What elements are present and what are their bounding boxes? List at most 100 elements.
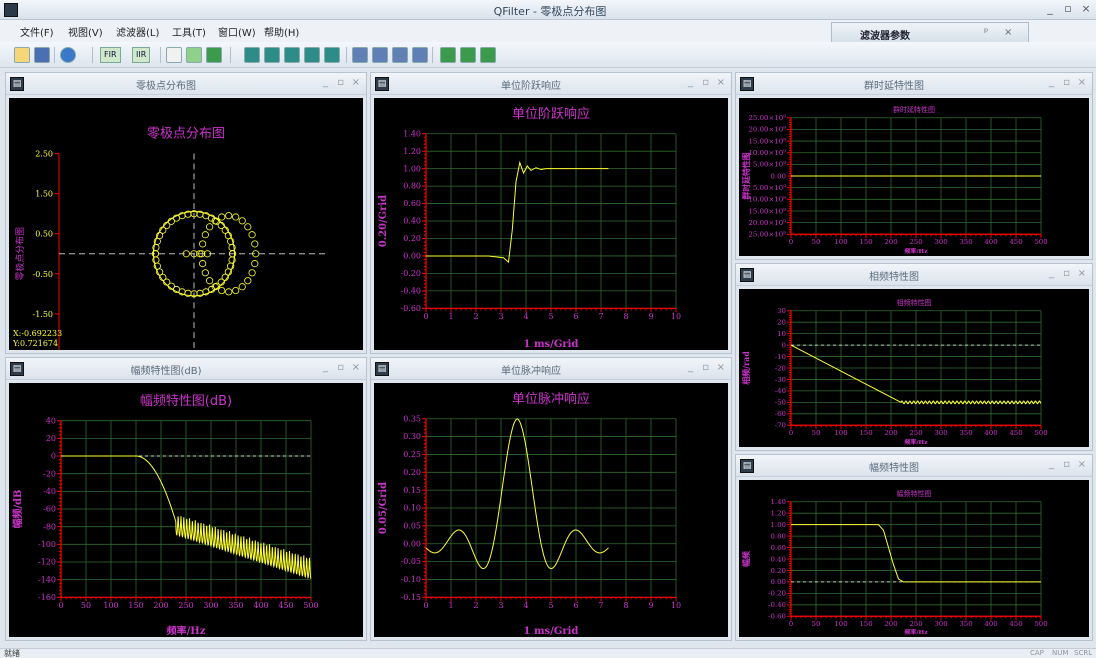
toolbar-separator — [346, 47, 347, 63]
arrow-left-icon[interactable] — [352, 47, 368, 63]
tile-vertical-icon[interactable] — [480, 47, 496, 63]
minimize-icon[interactable]: _ — [323, 77, 328, 88]
about-icon[interactable] — [60, 47, 76, 63]
zoom-in-icon[interactable] — [244, 47, 260, 63]
toolbar-separator — [160, 47, 161, 63]
zero-marker — [225, 212, 233, 220]
panel-header: ▤ 单位阶跃响应 _ ▫ × — [371, 73, 731, 95]
minimize-icon[interactable]: _ — [1047, 2, 1053, 15]
magnitude-plot[interactable]: 幅频特性图 1.40 1.20 1.00 0.80 0.60 0.40 0.20 0.00 -0.… — [739, 480, 1089, 637]
maximize-icon[interactable]: ▫ — [1063, 77, 1070, 88]
menu-view[interactable]: 视图(V) — [68, 28, 103, 39]
minimize-icon[interactable]: _ — [688, 77, 693, 88]
x-tick-label: 500 — [1034, 620, 1047, 628]
app-icon[interactable] — [4, 3, 18, 17]
arrow-up-icon[interactable] — [392, 47, 408, 63]
zoom-height-icon[interactable] — [324, 47, 340, 63]
x-tick-label: 5 — [548, 312, 553, 321]
tile-horizontal-icon[interactable] — [460, 47, 476, 63]
close-icon[interactable]: × — [1081, 2, 1091, 15]
x-tick-label: 250 — [909, 429, 922, 437]
maximize-icon[interactable]: ▫ — [702, 362, 709, 373]
close-icon[interactable]: × — [351, 362, 360, 373]
x-tick-label: 4 — [523, 601, 528, 610]
close-icon[interactable]: × — [1077, 459, 1086, 470]
panel-window-icon[interactable]: ▤ — [375, 362, 389, 376]
close-icon[interactable]: × — [1077, 77, 1086, 88]
pole-zero-plot[interactable]: 零极点分布图2.501.500.50-0.50-1.50-2.50-2.50-1… — [9, 98, 363, 350]
x-tick-label: 50 — [812, 429, 821, 437]
panel-title: 幅频特性图(dB) — [130, 366, 202, 377]
panel-window-icon[interactable]: ▤ — [740, 459, 754, 473]
panel-window-icon[interactable]: ▤ — [10, 77, 24, 91]
zoom-width-icon[interactable] — [304, 47, 320, 63]
zero-marker — [211, 283, 219, 291]
status-indicator-num: NUM — [1052, 649, 1069, 657]
zoom-out-icon[interactable] — [264, 47, 280, 63]
status-indicator-cap: CAP — [1030, 649, 1044, 657]
x-tick-label: 3 — [498, 312, 503, 321]
close-icon[interactable]: × — [716, 362, 725, 373]
close-icon[interactable]: × — [351, 77, 360, 88]
arrow-down-icon[interactable] — [412, 47, 428, 63]
x-tick-label: 450 — [1009, 620, 1022, 628]
toolbar-separator — [432, 47, 433, 63]
maximize-icon[interactable]: ▫ — [337, 77, 344, 88]
panel-window-icon[interactable]: ▤ — [740, 268, 754, 282]
y-tick-label: -0.20 — [401, 269, 421, 278]
menu-window[interactable]: 窗口(W) — [218, 28, 256, 39]
close-icon[interactable]: × — [1004, 27, 1013, 38]
save-icon[interactable] — [34, 47, 50, 63]
iir-button[interactable]: IIR — [132, 47, 151, 63]
maximize-icon[interactable]: ▫ — [337, 362, 344, 373]
panel-window-icon[interactable]: ▤ — [10, 362, 24, 376]
column-icon[interactable] — [206, 47, 222, 63]
hand-pan-icon[interactable] — [166, 47, 182, 63]
impulse-response-plot[interactable]: 单位脉冲响应 0.35 0.30 0.25 0.20 0.15 0.10 0.05 0.00 -0… — [374, 383, 728, 637]
panel-header: ▤ 零极点分布图 _ ▫ × — [6, 73, 366, 95]
filter-params-panel[interactable]: 滤波器参数 ᵖ × — [831, 22, 1029, 44]
minimize-icon[interactable]: _ — [1049, 268, 1054, 279]
x-axis-label: 1 ms/Grid — [524, 339, 579, 350]
app-titlebar: QFilter - 零极点分布图 _ ▫ × — [0, 0, 1096, 20]
magnitude-db-plot[interactable]: 幅频特性图(dB) 40 20 0 -20 -40 -60 -80 -100 -120 -140 -1… — [9, 383, 363, 637]
y-tick-label: 0.00 — [403, 539, 421, 548]
step-response-plot[interactable]: 单位阶跃响应 1.40 1.20 1.00 0.80 0.60 0.40 0.20 0.00 -0… — [374, 98, 728, 350]
maximize-icon[interactable]: ▫ — [1063, 459, 1070, 470]
y-tick-label: 0.00 — [770, 172, 786, 180]
group-delay-plot[interactable]: 群时延特性图 25.00×10⁹ 20.00×10⁹ 15.00×10⁹ 10.00×1… — [739, 98, 1089, 256]
panel-header: ▤ 相频特性图 _ ▫ × — [736, 264, 1092, 286]
pole-marker — [196, 250, 204, 258]
open-file-icon[interactable] — [14, 47, 30, 63]
minimize-icon[interactable]: _ — [1049, 459, 1054, 470]
phase-plot[interactable]: 相频特性图 30 20 10 0 -10 -20 -30 -40 -50 -60 -70 0 50 100 1… — [739, 289, 1089, 447]
x-tick-label: 50 — [812, 238, 821, 246]
menu-tools[interactable]: 工具(T) — [172, 28, 206, 39]
close-icon[interactable]: × — [716, 77, 725, 88]
minimize-icon[interactable]: _ — [688, 362, 693, 373]
pin-icon[interactable]: ᵖ — [984, 27, 989, 38]
close-icon[interactable]: × — [1077, 268, 1086, 279]
minimize-icon[interactable]: _ — [323, 362, 328, 373]
menu-help[interactable]: 帮助(H) — [264, 28, 300, 39]
fir-button[interactable]: FIR — [100, 47, 121, 63]
panel-window-icon[interactable]: ▤ — [740, 77, 754, 91]
maximize-icon[interactable]: ▫ — [1063, 268, 1070, 279]
x-tick-label: 200 — [884, 620, 897, 628]
minimize-icon[interactable]: _ — [1049, 77, 1054, 88]
menu-file[interactable]: 文件(F) — [20, 28, 54, 39]
cascade-windows-icon[interactable] — [440, 47, 456, 63]
menu-filter[interactable]: 滤波器(L) — [116, 28, 160, 39]
arrow-right-icon[interactable] — [372, 47, 388, 63]
zero-marker — [163, 278, 171, 286]
x-tick-label: 6 — [573, 312, 578, 321]
maximize-icon[interactable]: ▫ — [702, 77, 709, 88]
maximize-icon[interactable]: ▫ — [1064, 2, 1072, 15]
unit-circle — [153, 211, 235, 297]
zoom-fit-icon[interactable] — [284, 47, 300, 63]
y-tick-label: -0.50 — [33, 270, 53, 279]
crosshair-icon[interactable] — [186, 47, 202, 63]
y-tick-label: 0.00 — [403, 252, 421, 261]
pole-marker — [182, 250, 190, 258]
panel-window-icon[interactable]: ▤ — [375, 77, 389, 91]
